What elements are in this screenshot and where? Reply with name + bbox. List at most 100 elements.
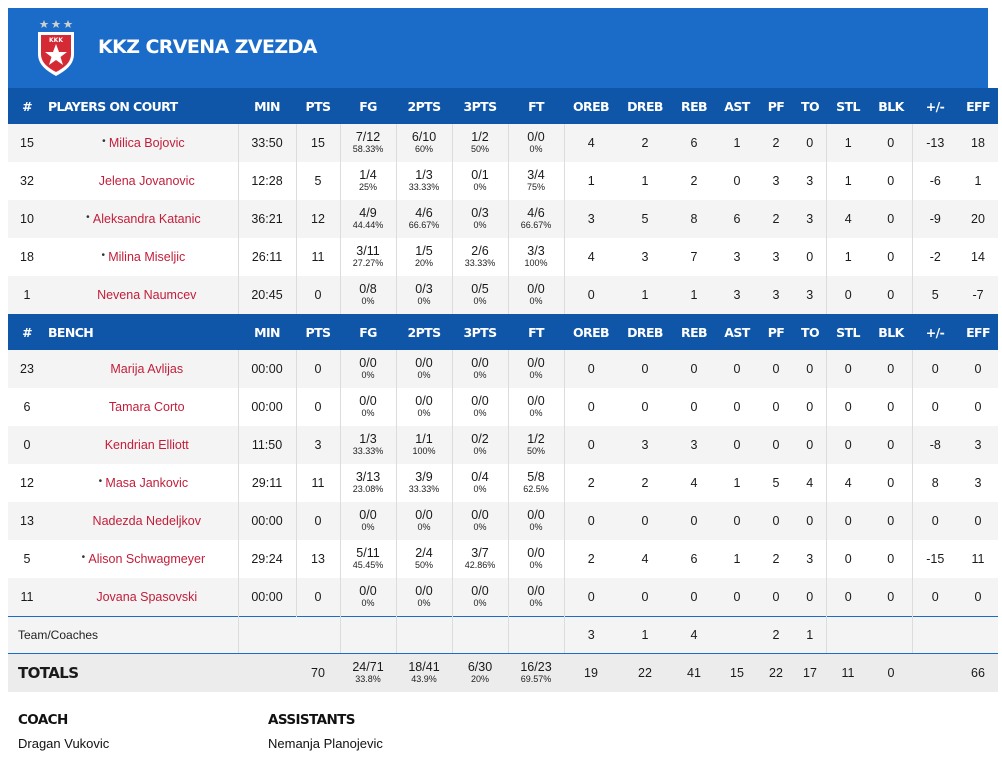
team-name: KKZ CRVENA ZVEZDA	[98, 36, 317, 58]
player-2pts-pct: 60%	[414, 144, 433, 154]
player-3pts: 2/6	[471, 244, 489, 258]
column-header: 2PTS	[407, 98, 442, 114]
player-number: 6	[8, 388, 46, 426]
player-3pts-cell: 0/0 0%	[452, 388, 509, 426]
player-fg-cell: 7/12 58.33%	[340, 124, 397, 162]
player-name-link[interactable]: Aleksandra Katanic	[92, 212, 201, 226]
player-blk: 0	[870, 124, 912, 162]
column-header: DREB	[627, 98, 663, 114]
player-name-link[interactable]: Marija Avlijas	[110, 362, 184, 376]
player-min: 29:11	[238, 464, 297, 502]
player-name-cell[interactable]: Jelena Jovanovic	[46, 162, 239, 200]
player-fg-pct: 25%	[358, 182, 377, 192]
player-eff: 18	[958, 124, 998, 162]
player-min: 33:50	[238, 124, 297, 162]
player-name-link[interactable]: Milica Bojovic	[108, 136, 185, 150]
player-name-link[interactable]: Nevena Naumcev	[97, 288, 197, 302]
player-ft: 4/6	[527, 206, 545, 220]
player-fg: 1/4	[359, 168, 377, 182]
player-fg-pct: 0%	[361, 597, 375, 608]
player-name-link[interactable]: Tamara Corto	[108, 400, 185, 414]
player-pts: 15	[296, 124, 341, 162]
player-to: 0	[794, 578, 826, 616]
player-ast: 0	[716, 502, 758, 540]
player-oreb: 0	[563, 276, 618, 314]
player-ft-cell: 0/0 0%	[508, 540, 565, 578]
player-plus-minus: 0	[911, 502, 958, 540]
player-3pts-pct: 0%	[473, 220, 487, 230]
player-fg-cell: 1/3 33.33%	[340, 426, 397, 464]
player-2pts-cell: 2/4 50%	[396, 540, 453, 578]
player-dreb: 3	[618, 238, 672, 276]
player-ast: 1	[716, 464, 758, 502]
column-header: STL	[836, 324, 860, 340]
player-name-cell[interactable]: • Aleksandra Katanic	[46, 200, 239, 238]
player-name-link[interactable]: Kendrian Elliott	[104, 438, 189, 452]
player-3pts-cell: 0/3 0%	[452, 200, 509, 238]
player-pf: 3	[758, 238, 794, 276]
player-name-cell[interactable]: Marija Avlijas	[46, 350, 239, 388]
player-eff: 3	[958, 426, 998, 464]
player-name-cell[interactable]: Tamara Corto	[46, 388, 239, 426]
player-name-cell[interactable]: Jovana Spasovski	[46, 578, 239, 616]
column-header: MIN	[254, 324, 280, 340]
player-3pts: 0/0	[471, 583, 489, 598]
assistants-name: Nemanja Planojevic	[268, 736, 383, 751]
player-3pts-pct: 0%	[473, 296, 487, 306]
player-blk: 0	[870, 350, 912, 388]
player-oreb: 0	[563, 502, 618, 540]
player-eff: -7	[958, 276, 998, 314]
player-fg-pct: 58.33%	[352, 144, 384, 154]
player-name-cell[interactable]: Kendrian Elliott	[46, 426, 239, 464]
player-fg-cell: 3/11 27.27%	[340, 238, 397, 276]
player-name-link[interactable]: Milina Miseljic	[108, 250, 186, 264]
coach-label: COACH	[18, 712, 68, 728]
player-name-link[interactable]: Masa Jankovic	[105, 476, 189, 490]
player-to: 3	[794, 540, 826, 578]
player-fg: 3/13	[355, 470, 381, 484]
player-dreb: 0	[618, 578, 672, 616]
player-name-cell[interactable]: • Milina Miseljic	[46, 238, 239, 276]
player-ast: 3	[716, 238, 758, 276]
player-name-cell[interactable]: • Alison Schwagmeyer	[46, 540, 239, 578]
player-min: 00:00	[238, 578, 297, 616]
player-2pts: 0/0	[415, 508, 433, 522]
player-name-link[interactable]: Nadezda Nedeljkov	[92, 514, 201, 528]
player-3pts: 0/5	[471, 282, 489, 296]
player-3pts-pct: 0%	[473, 408, 487, 418]
player-ast: 0	[716, 350, 758, 388]
player-fg: 0/0	[359, 394, 377, 408]
player-2pts: 4/6	[415, 206, 433, 220]
player-name-cell[interactable]: Nadezda Nedeljkov	[46, 502, 239, 540]
player-blk: 0	[870, 162, 912, 200]
player-name-cell[interactable]: • Masa Jankovic	[46, 464, 239, 502]
player-number: 12	[8, 464, 46, 502]
player-dreb: 0	[618, 350, 672, 388]
column-header: PTS	[305, 98, 332, 114]
starters-table: # PLAYERS ON COURT MIN PTS FG 2PTS 3PTS FT OREB D…	[8, 88, 998, 314]
player-ft: 0/0	[527, 130, 545, 144]
player-row: 18 • Milina Miseljic 26:11 11 3/11 27.27% 1/5 20…	[8, 238, 998, 276]
player-dreb: 2	[618, 464, 672, 502]
player-name-cell[interactable]: • Milica Bojovic	[46, 124, 239, 162]
player-number: 13	[8, 502, 46, 540]
column-header: FG	[359, 324, 377, 340]
player-2pts-pct: 0%	[417, 296, 431, 306]
player-pts: 0	[296, 350, 341, 388]
player-2pts: 6/10	[411, 130, 437, 144]
player-stl: 0	[825, 502, 870, 540]
player-to: 0	[794, 350, 826, 388]
player-fg-pct: 0%	[361, 370, 375, 380]
player-name-link[interactable]: Alison Schwagmeyer	[88, 552, 206, 566]
player-name-link[interactable]: Jovana Spasovski	[96, 589, 198, 604]
player-dreb: 3	[618, 426, 672, 464]
player-2pts-pct: 33.33%	[408, 182, 440, 192]
player-3pts-pct: 0%	[473, 597, 487, 608]
player-ft-pct: 66.67%	[520, 220, 552, 230]
player-name-link[interactable]: Jelena Jovanovic	[98, 174, 195, 188]
player-name-cell[interactable]: Nevena Naumcev	[46, 276, 239, 314]
player-2pts-cell: 0/0 0%	[396, 350, 453, 388]
player-row: 32 Jelena Jovanovic 12:28 5 1/4 25% 1/3 33.33% 0…	[8, 162, 998, 200]
player-reb: 0	[672, 350, 716, 388]
player-number: 32	[8, 162, 46, 200]
